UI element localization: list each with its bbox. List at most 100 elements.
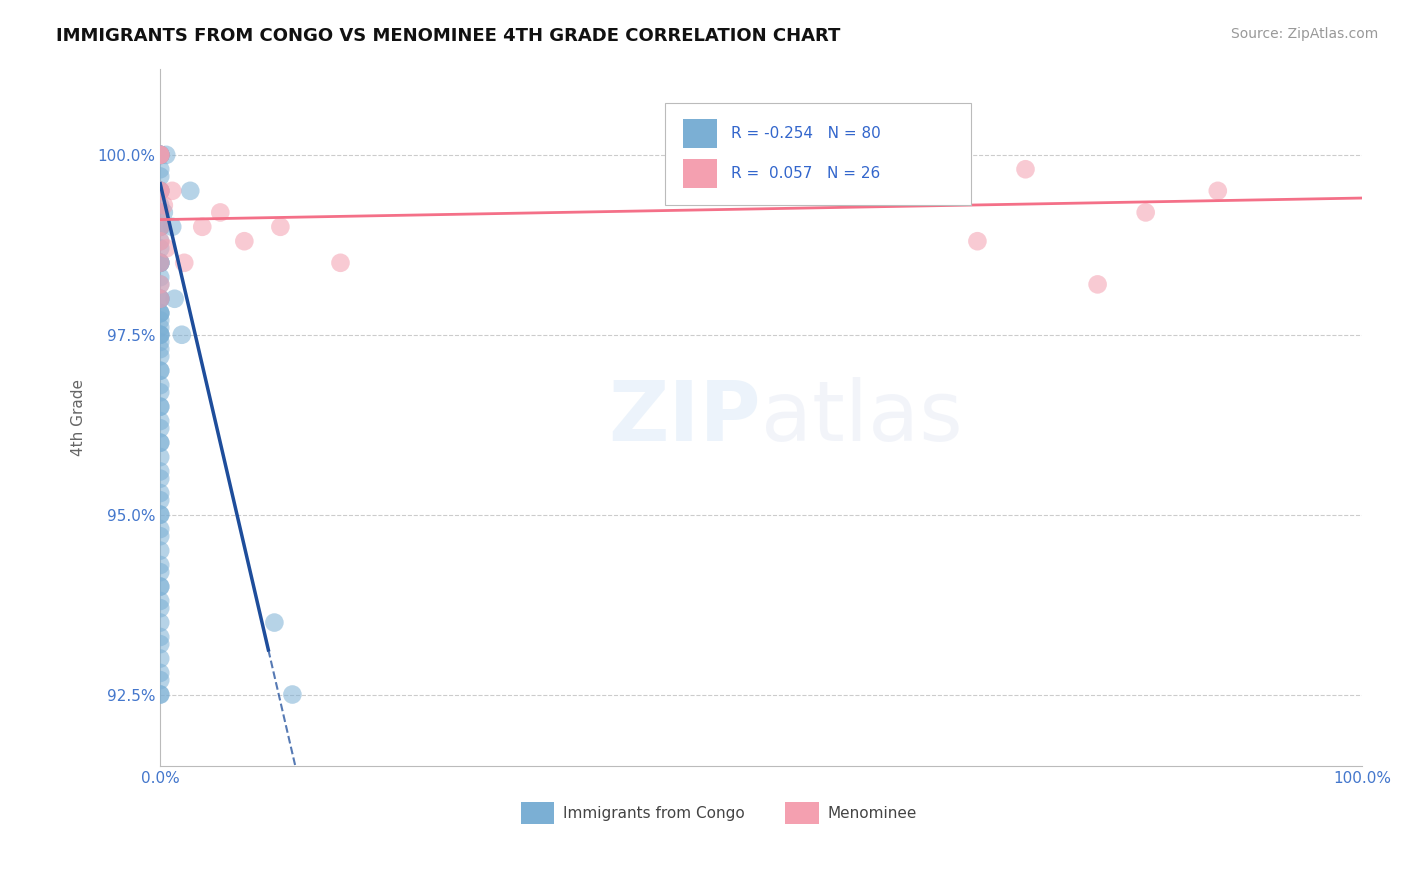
FancyBboxPatch shape xyxy=(665,103,972,204)
Point xyxy=(149,292,172,306)
Point xyxy=(149,241,172,255)
Point xyxy=(149,615,172,630)
Point xyxy=(149,148,172,162)
Point xyxy=(149,219,172,234)
Point xyxy=(170,327,193,342)
Point xyxy=(149,594,172,608)
Point xyxy=(149,148,172,162)
Point xyxy=(209,205,232,219)
Text: IMMIGRANTS FROM CONGO VS MENOMINEE 4TH GRADE CORRELATION CHART: IMMIGRANTS FROM CONGO VS MENOMINEE 4TH G… xyxy=(56,27,841,45)
Point xyxy=(149,543,172,558)
Point xyxy=(149,522,172,536)
Point xyxy=(149,327,172,342)
Point xyxy=(149,219,172,234)
Point xyxy=(281,688,304,702)
Point xyxy=(149,184,172,198)
Point xyxy=(149,400,172,414)
Point xyxy=(191,219,214,234)
Point xyxy=(1014,162,1036,177)
FancyBboxPatch shape xyxy=(683,159,717,188)
FancyBboxPatch shape xyxy=(785,802,818,824)
Point xyxy=(149,688,172,702)
Point xyxy=(149,169,172,184)
Point xyxy=(149,184,172,198)
Point xyxy=(149,486,172,500)
Point xyxy=(149,148,172,162)
Point xyxy=(149,306,172,320)
Point xyxy=(149,313,172,327)
Point xyxy=(160,184,183,198)
Point xyxy=(149,342,172,356)
FancyBboxPatch shape xyxy=(520,802,554,824)
Point xyxy=(149,148,172,162)
Point xyxy=(153,205,176,219)
Point xyxy=(149,292,172,306)
Point xyxy=(179,184,201,198)
Point xyxy=(149,327,172,342)
Point xyxy=(149,688,172,702)
Point xyxy=(149,277,172,292)
Point xyxy=(149,292,172,306)
Point xyxy=(1087,277,1109,292)
Point xyxy=(149,148,172,162)
Point xyxy=(149,234,172,248)
Point xyxy=(263,615,285,630)
Point xyxy=(149,580,172,594)
Point xyxy=(149,334,172,349)
Point xyxy=(966,234,988,248)
Point xyxy=(149,601,172,615)
Text: R = -0.254   N = 80: R = -0.254 N = 80 xyxy=(731,126,880,141)
Point xyxy=(1135,205,1157,219)
Point xyxy=(149,219,172,234)
Point xyxy=(149,630,172,644)
Point xyxy=(149,472,172,486)
Text: atlas: atlas xyxy=(761,377,963,458)
Point xyxy=(149,205,172,219)
Point xyxy=(149,665,172,680)
Point xyxy=(1206,184,1229,198)
Point xyxy=(149,529,172,543)
Point xyxy=(149,306,172,320)
Point xyxy=(149,198,172,212)
Point xyxy=(329,256,352,270)
Point xyxy=(149,148,172,162)
Point xyxy=(149,205,172,219)
Point xyxy=(149,148,172,162)
Point xyxy=(149,256,172,270)
Point xyxy=(155,241,177,255)
Point xyxy=(163,292,186,306)
Point xyxy=(149,637,172,651)
Point xyxy=(233,234,256,248)
Point xyxy=(149,435,172,450)
Point xyxy=(149,292,172,306)
Point xyxy=(149,270,172,285)
Point xyxy=(149,493,172,508)
Point xyxy=(149,580,172,594)
Text: Source: ZipAtlas.com: Source: ZipAtlas.com xyxy=(1230,27,1378,41)
Point xyxy=(269,219,291,234)
Point xyxy=(149,148,172,162)
Point xyxy=(149,219,172,234)
Point xyxy=(149,256,172,270)
Point xyxy=(149,651,172,665)
Point xyxy=(149,184,172,198)
Point xyxy=(149,364,172,378)
Point xyxy=(149,465,172,479)
Point xyxy=(173,256,195,270)
Point xyxy=(153,198,176,212)
Point xyxy=(149,378,172,392)
Point xyxy=(149,184,172,198)
Point xyxy=(149,565,172,579)
Point xyxy=(149,162,172,177)
Point xyxy=(149,320,172,334)
Point xyxy=(160,219,183,234)
Point xyxy=(149,508,172,522)
Point xyxy=(155,148,177,162)
Point xyxy=(149,558,172,572)
Text: ZIP: ZIP xyxy=(609,377,761,458)
Text: Immigrants from Congo: Immigrants from Congo xyxy=(562,805,745,821)
Text: R =  0.057   N = 26: R = 0.057 N = 26 xyxy=(731,166,880,181)
Point xyxy=(149,673,172,687)
Text: Menominee: Menominee xyxy=(827,805,917,821)
Point xyxy=(149,234,172,248)
